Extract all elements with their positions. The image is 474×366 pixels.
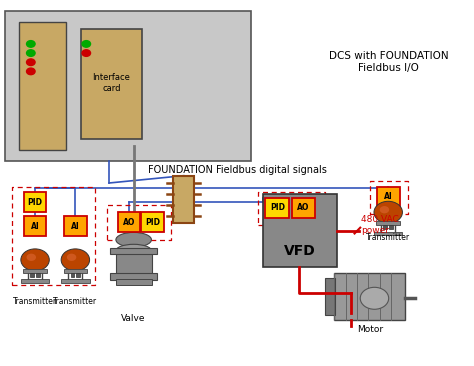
Bar: [110, 273, 157, 280]
Circle shape: [360, 287, 389, 309]
Ellipse shape: [116, 244, 151, 257]
Bar: [116, 251, 152, 274]
Bar: [36, 273, 40, 277]
Bar: [71, 273, 74, 277]
Bar: [110, 248, 157, 254]
Bar: [377, 187, 400, 207]
Text: Transmitter: Transmitter: [53, 298, 98, 306]
Circle shape: [27, 59, 35, 66]
Bar: [141, 212, 164, 232]
Bar: [118, 212, 140, 232]
Text: AO: AO: [123, 218, 135, 227]
Bar: [64, 216, 87, 236]
Circle shape: [61, 249, 90, 271]
Bar: [265, 198, 289, 218]
Text: AI: AI: [71, 221, 80, 231]
Bar: [21, 279, 49, 283]
Bar: [64, 269, 87, 273]
Bar: [76, 273, 80, 277]
Bar: [374, 232, 402, 235]
Text: Transmitter: Transmitter: [366, 234, 410, 242]
Bar: [173, 176, 194, 223]
Bar: [61, 279, 90, 283]
Bar: [116, 279, 152, 285]
Bar: [24, 216, 46, 236]
Text: Transmitter: Transmitter: [13, 298, 57, 306]
Bar: [263, 194, 337, 267]
Bar: [81, 29, 142, 139]
Circle shape: [27, 41, 35, 47]
Text: AO: AO: [297, 203, 310, 212]
Text: PID: PID: [145, 218, 160, 227]
Bar: [376, 221, 400, 225]
Text: PID: PID: [270, 203, 285, 212]
Text: VFD: VFD: [284, 244, 315, 258]
Circle shape: [27, 68, 35, 75]
Bar: [292, 198, 315, 218]
Bar: [24, 192, 46, 212]
Text: AI: AI: [384, 192, 392, 201]
Bar: [325, 278, 335, 315]
Circle shape: [27, 254, 36, 261]
Bar: [389, 225, 393, 229]
Bar: [5, 11, 251, 161]
Circle shape: [21, 249, 49, 271]
Bar: [30, 273, 34, 277]
Bar: [23, 269, 47, 273]
Circle shape: [82, 41, 91, 47]
Bar: [19, 22, 66, 150]
Circle shape: [380, 206, 389, 213]
Circle shape: [67, 254, 76, 261]
Circle shape: [374, 201, 402, 223]
Text: DCS with FOUNDATION
Fieldbus I/O: DCS with FOUNDATION Fieldbus I/O: [329, 51, 448, 73]
Bar: [383, 225, 387, 229]
Circle shape: [82, 50, 91, 56]
Text: Interface
card: Interface card: [92, 73, 130, 93]
Text: PID: PID: [27, 198, 43, 207]
Circle shape: [27, 50, 35, 56]
Text: Motor: Motor: [356, 325, 383, 334]
Bar: [334, 273, 405, 320]
Text: FOUNDATION Fieldbus digital signals: FOUNDATION Fieldbus digital signals: [147, 165, 327, 175]
Text: AI: AI: [31, 221, 39, 231]
Ellipse shape: [116, 232, 151, 247]
Text: 480 VAC
power: 480 VAC power: [361, 215, 399, 235]
Text: Valve: Valve: [121, 314, 146, 323]
